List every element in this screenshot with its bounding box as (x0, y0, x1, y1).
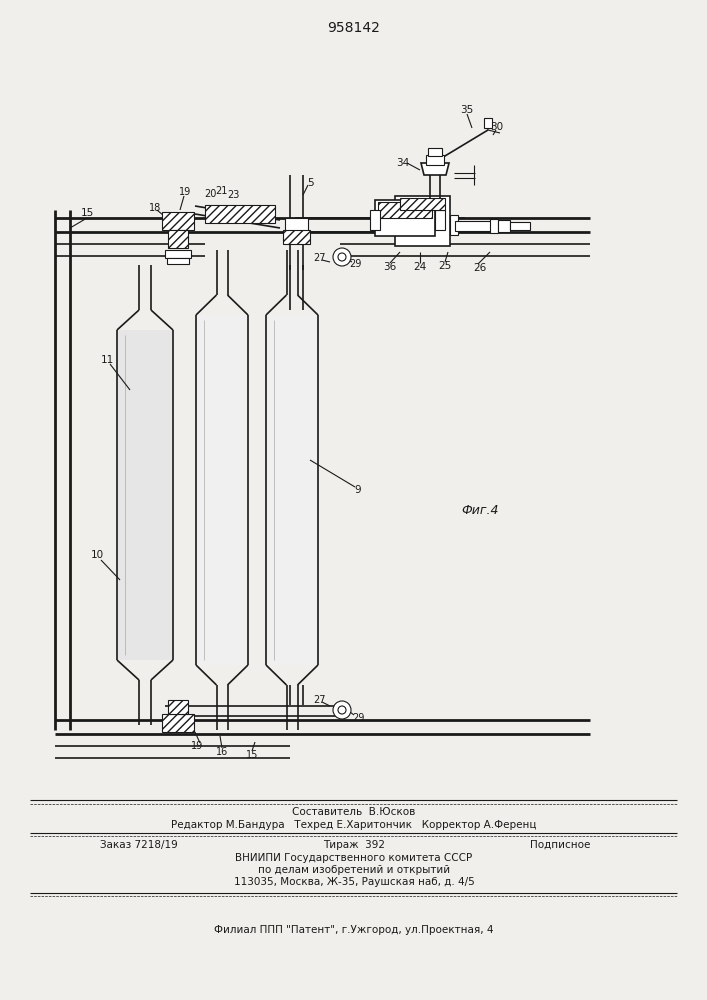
Text: 15: 15 (81, 208, 93, 218)
Text: 19: 19 (191, 741, 203, 751)
Bar (283, 230, 310, 244)
Text: 9: 9 (355, 485, 361, 495)
Bar (375, 200, 435, 236)
Bar (435, 210, 445, 230)
Text: 24: 24 (414, 262, 426, 272)
Polygon shape (196, 315, 248, 665)
Polygon shape (266, 315, 318, 665)
Text: 958142: 958142 (327, 21, 380, 35)
Text: 29: 29 (352, 713, 364, 723)
Bar (168, 230, 188, 248)
Bar (455, 221, 495, 231)
Circle shape (333, 248, 351, 266)
Text: Филиал ППП "Патент", г.Ужгород, ул.Проектная, 4: Филиал ППП "Патент", г.Ужгород, ул.Проек… (214, 925, 493, 935)
Text: 21: 21 (215, 186, 227, 196)
Text: 29: 29 (349, 259, 361, 269)
Bar (162, 714, 194, 732)
Polygon shape (117, 330, 173, 660)
Text: 18: 18 (149, 203, 161, 213)
Bar (395, 196, 450, 246)
Text: Составитель  В.Юсков: Составитель В.Юсков (292, 807, 416, 817)
Circle shape (333, 701, 351, 719)
Text: по делам изобретений и открытий: по делам изобретений и открытий (258, 865, 450, 875)
Polygon shape (421, 163, 449, 175)
Text: 36: 36 (383, 262, 397, 272)
Bar (162, 212, 194, 230)
Bar (370, 210, 380, 230)
Bar (428, 148, 442, 156)
Bar (205, 205, 275, 223)
Text: 20: 20 (204, 189, 216, 199)
Text: Заказ 7218/19: Заказ 7218/19 (100, 840, 177, 850)
Text: Фиг.4: Фиг.4 (461, 504, 498, 516)
Circle shape (338, 706, 346, 714)
Text: 113035, Москва, Ж-35, Раушская наб, д. 4/5: 113035, Москва, Ж-35, Раушская наб, д. 4… (233, 877, 474, 887)
Bar (165, 250, 191, 258)
Bar (498, 220, 510, 232)
Text: 16: 16 (216, 747, 228, 757)
Text: ВНИИПИ Государственного комитета СССР: ВНИИПИ Государственного комитета СССР (235, 853, 472, 863)
Text: 11: 11 (100, 355, 114, 365)
Bar (168, 700, 188, 714)
Circle shape (338, 253, 346, 261)
Text: 34: 34 (397, 158, 409, 168)
Bar (490, 219, 498, 233)
Bar (167, 258, 189, 264)
Text: Подписное: Подписное (530, 840, 590, 850)
Bar (285, 218, 308, 232)
Text: 15: 15 (246, 750, 258, 760)
Text: 35: 35 (460, 105, 474, 115)
Text: 19: 19 (179, 187, 191, 197)
Text: 30: 30 (491, 122, 503, 132)
Text: 25: 25 (438, 261, 452, 271)
Bar (400, 198, 445, 210)
Bar (510, 222, 530, 230)
Text: 10: 10 (90, 550, 103, 560)
Text: 27: 27 (314, 695, 326, 705)
Text: Редактор М.Бандура   Техред Е.Харитончик   Корректор А.Ференц: Редактор М.Бандура Техред Е.Харитончик К… (171, 820, 537, 830)
Text: 23: 23 (227, 190, 239, 200)
Bar (426, 155, 444, 165)
Bar (378, 202, 432, 218)
Bar (484, 118, 492, 128)
Text: 26: 26 (474, 263, 486, 273)
Text: 27: 27 (314, 253, 326, 263)
Bar (450, 215, 458, 235)
Text: 5: 5 (307, 178, 313, 188)
Text: Тираж  392: Тираж 392 (323, 840, 385, 850)
